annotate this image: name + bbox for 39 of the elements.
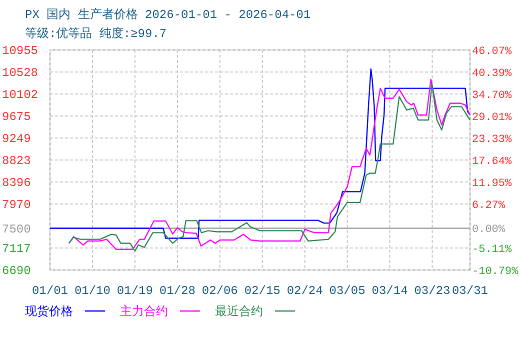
y2-tick-label: 6.27% — [472, 200, 506, 212]
y2-tick-label: 29.01% — [472, 112, 512, 124]
y2-tick-label: 34.70% — [472, 90, 512, 102]
y2-tick-label: -10.79% — [472, 266, 519, 278]
x-tick-label: 01/01 — [32, 284, 68, 298]
y-tick-label: 7970 — [2, 198, 31, 212]
y2-tick-label: 23.33% — [472, 134, 512, 146]
x-tick-label: 03/23 — [414, 284, 450, 298]
y-tick-label: 9249 — [2, 132, 31, 146]
y-tick-label: 9675 — [2, 110, 31, 124]
y-tick-label: 6690 — [2, 264, 31, 278]
x-tick-label: 03/31 — [452, 284, 488, 298]
y-tick-label: 10955 — [2, 44, 38, 58]
chart-subtitle: 等级:优等品 纯度:≥99.7 — [25, 26, 167, 41]
x-tick-label: 01/19 — [116, 284, 153, 298]
x-tick-label: 02/15 — [244, 284, 280, 298]
y2-tick-label: 11.95% — [472, 178, 512, 190]
y-tick-label: 10102 — [2, 88, 38, 102]
legend-label: 主力合约 — [120, 304, 168, 320]
x-tick-label: 03/05 — [329, 284, 366, 298]
y2-tick-label: 46.07% — [472, 46, 512, 58]
x-tick-label: 02/06 — [202, 284, 238, 298]
x-tick-label: 02/24 — [286, 284, 323, 298]
legend-label: 最近合约 — [215, 305, 263, 320]
y-tick-label: 10528 — [2, 66, 38, 80]
y2-tick-label: 40.39% — [472, 68, 512, 80]
y-tick-label: 7117 — [2, 242, 31, 256]
y-tick-label: 7500 — [2, 222, 31, 236]
y2-tick-label: 0.00% — [472, 224, 506, 236]
legend-label: 现货价格 — [25, 305, 73, 320]
x-tick-label: 01/10 — [74, 284, 110, 298]
x-tick-label: 01/28 — [159, 284, 196, 298]
y-tick-label: 8396 — [2, 176, 31, 190]
chart-title: PX 国内 生产者价格 2026-01-01 - 2026-04-01 — [25, 7, 311, 22]
y2-tick-label: 17.64% — [472, 156, 512, 168]
x-tick-label: 03/14 — [372, 284, 408, 298]
y2-tick-label: -5.11% — [472, 244, 512, 256]
line-series — [49, 68, 471, 239]
y-tick-label: 8823 — [2, 154, 31, 168]
